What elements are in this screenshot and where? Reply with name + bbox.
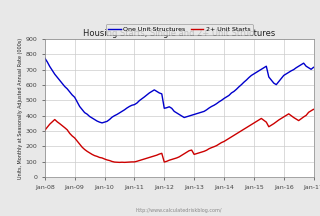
One Unit Structures bbox=[155, 90, 159, 93]
Title: Housing Starts, Single and 2+ Unit Structures: Housing Starts, Single and 2+ Unit Struc… bbox=[83, 29, 275, 38]
2+ Unit Starts bbox=[307, 111, 310, 114]
One Unit Structures bbox=[43, 57, 47, 59]
2+ Unit Starts bbox=[117, 161, 121, 164]
2+ Unit Starts bbox=[309, 110, 313, 112]
One Unit Structures bbox=[307, 67, 310, 69]
2+ Unit Starts bbox=[70, 135, 74, 137]
One Unit Structures bbox=[309, 68, 313, 71]
Text: http://www.calculatedriskblog.com/: http://www.calculatedriskblog.com/ bbox=[136, 208, 222, 213]
One Unit Structures bbox=[83, 111, 86, 114]
2+ Unit Starts bbox=[155, 154, 159, 156]
2+ Unit Starts bbox=[145, 157, 149, 160]
One Unit Structures bbox=[100, 122, 104, 124]
Legend: One Unit Structures, 2+ Unit Starts: One Unit Structures, 2+ Unit Starts bbox=[106, 24, 252, 35]
One Unit Structures bbox=[70, 94, 74, 96]
2+ Unit Starts bbox=[83, 148, 86, 151]
Line: 2+ Unit Starts: 2+ Unit Starts bbox=[45, 97, 320, 162]
Y-axis label: Units, Monthly at Seasonally Adjusted Annual Rate (000s): Units, Monthly at Seasonally Adjusted An… bbox=[18, 37, 23, 179]
Line: One Unit Structures: One Unit Structures bbox=[45, 58, 320, 123]
One Unit Structures bbox=[145, 94, 149, 96]
2+ Unit Starts bbox=[43, 129, 47, 132]
